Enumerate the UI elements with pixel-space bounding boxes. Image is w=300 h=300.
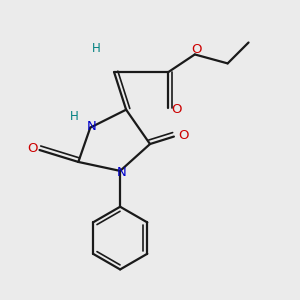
Text: O: O xyxy=(191,43,202,56)
Text: O: O xyxy=(178,130,189,142)
Text: O: O xyxy=(171,103,181,116)
Text: N: N xyxy=(87,120,97,133)
Text: N: N xyxy=(117,166,127,179)
Text: H: H xyxy=(92,42,100,55)
Text: O: O xyxy=(27,142,37,155)
Text: H: H xyxy=(70,110,78,123)
